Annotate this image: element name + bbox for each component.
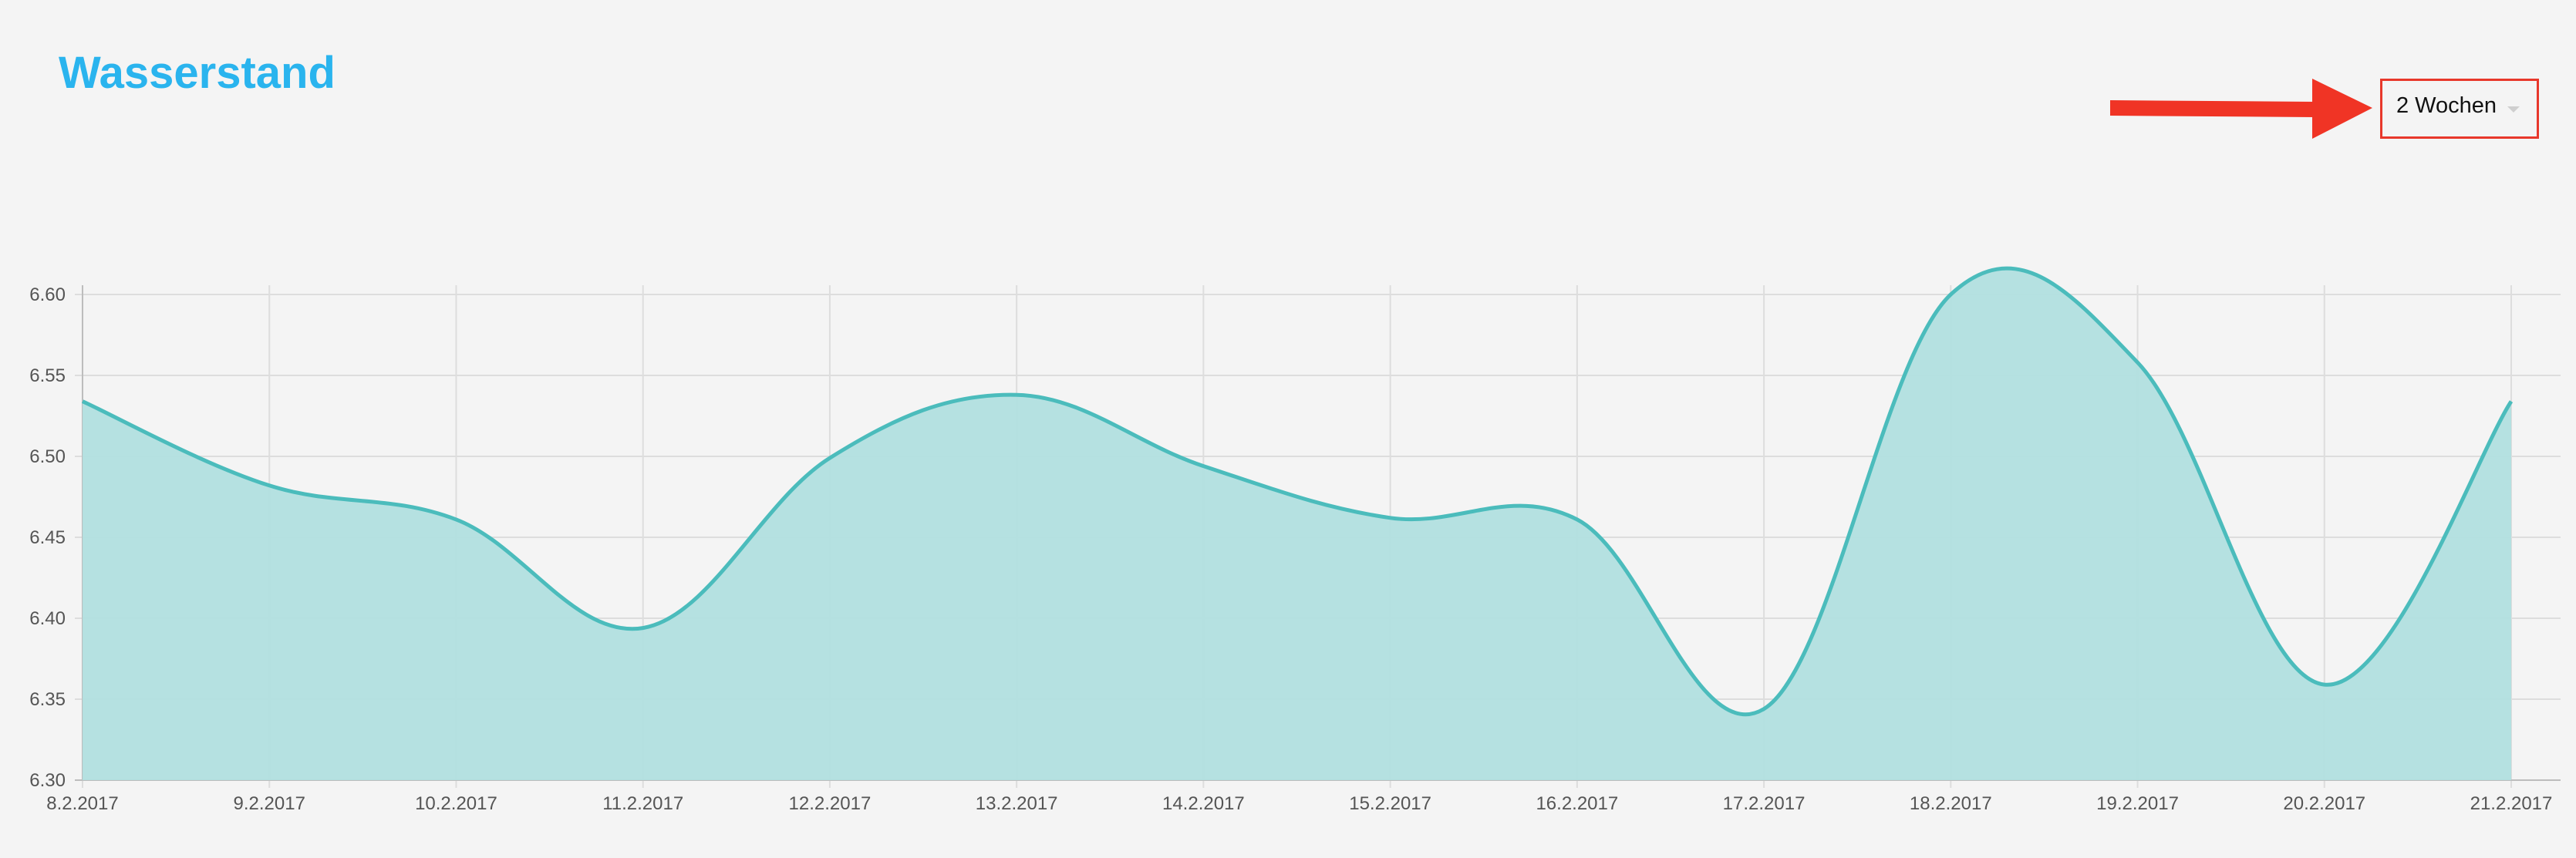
x-tick-label: 14.2.2017: [1162, 793, 1245, 814]
x-tick-label: 8.2.2017: [46, 793, 118, 814]
x-tick-label: 9.2.2017: [234, 793, 305, 814]
data-point: [2136, 360, 2140, 365]
time-range-value: 2 Wochen: [2396, 93, 2497, 118]
x-tick-label: 21.2.2017: [2470, 793, 2553, 814]
x-tick-label: 12.2.2017: [789, 793, 872, 814]
x-tick-label: 15.2.2017: [1349, 793, 1431, 814]
x-tick-label: 16.2.2017: [1536, 793, 1618, 814]
data-point: [267, 483, 271, 488]
x-tick-label: 20.2.2017: [2283, 793, 2365, 814]
y-tick-label: 6.60: [29, 284, 66, 305]
x-tick-label: 18.2.2017: [1910, 793, 1992, 814]
data-point: [1575, 517, 1580, 522]
y-tick-label: 6.50: [29, 446, 66, 467]
y-tick-label: 6.35: [29, 689, 66, 710]
data-point: [1948, 292, 1953, 297]
data-point: [1014, 392, 1019, 397]
y-tick-label: 6.30: [29, 770, 66, 791]
data-point: [2509, 399, 2514, 404]
x-tick-label: 11.2.2017: [602, 793, 683, 814]
y-tick-label: 6.55: [29, 365, 66, 386]
data-point: [1762, 707, 1766, 712]
water-level-chart: 6.30 6.35 6.40 6.45 6.50 6.55 6.60 8.2.2017 9.2.…: [29, 266, 2561, 814]
series-line: [81, 266, 2514, 717]
x-tick-label: 17.2.2017: [1723, 793, 1806, 814]
y-tick-label: 6.45: [29, 527, 66, 548]
data-point: [828, 456, 832, 460]
data-point: [453, 517, 458, 522]
y-tick-label: 6.40: [29, 608, 66, 629]
data-point: [2322, 682, 2327, 687]
x-tick-label: 19.2.2017: [2096, 793, 2179, 814]
page-title: Wasserstand: [59, 48, 335, 98]
x-tick-label: 10.2.2017: [415, 793, 497, 814]
data-point: [1201, 464, 1205, 469]
data-point: [80, 399, 85, 404]
time-range-select[interactable]: 2 Wochen: [2380, 79, 2539, 139]
data-point: [641, 626, 646, 631]
series-area: [83, 268, 2511, 780]
x-tick-label: 13.2.2017: [976, 793, 1058, 814]
data-point: [1388, 516, 1393, 520]
chevron-down-icon: [2507, 106, 2520, 113]
annotation-arrow-icon: [2110, 79, 2372, 139]
